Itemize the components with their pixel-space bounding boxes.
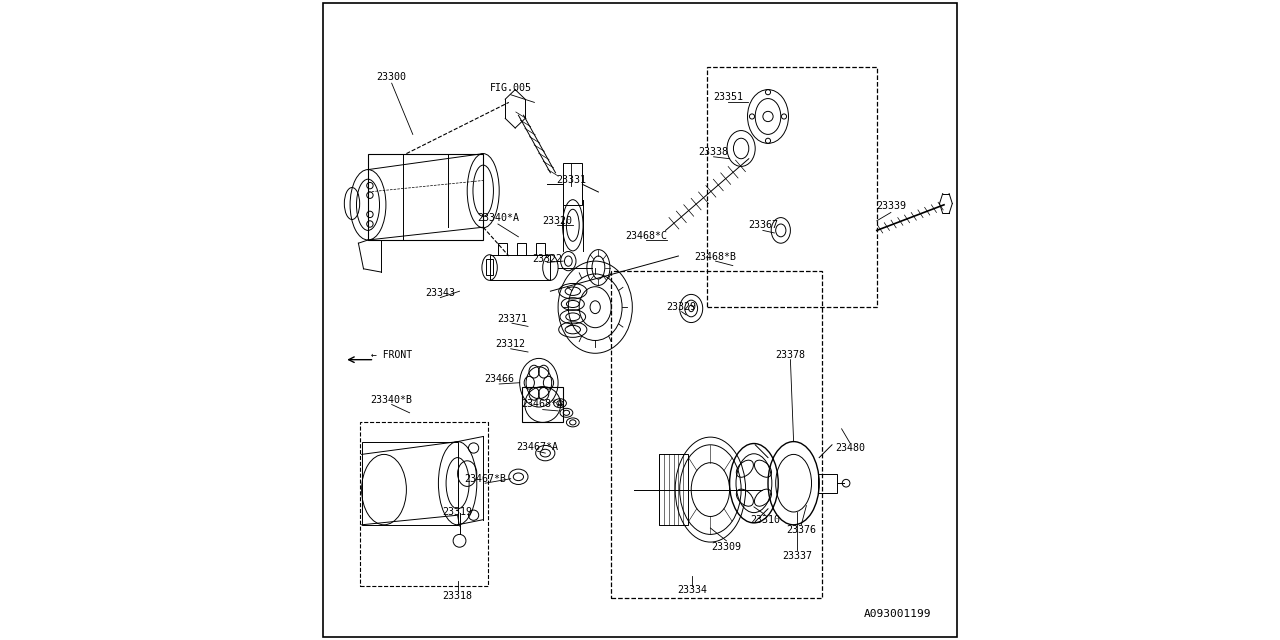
Text: 23371: 23371 xyxy=(497,314,527,324)
Text: 23310: 23310 xyxy=(750,515,780,525)
Bar xyxy=(490,255,550,280)
Text: 23378: 23378 xyxy=(776,350,805,360)
Bar xyxy=(612,271,823,598)
Bar xyxy=(486,259,493,275)
Text: 23468*B: 23468*B xyxy=(695,252,736,262)
Text: 23343: 23343 xyxy=(425,288,456,298)
Text: 23334: 23334 xyxy=(677,585,708,595)
Text: 23318: 23318 xyxy=(443,591,472,602)
Text: 23468*C: 23468*C xyxy=(626,230,667,241)
Text: 23339: 23339 xyxy=(876,201,906,211)
Text: 23312: 23312 xyxy=(495,339,526,349)
Text: 23466: 23466 xyxy=(484,374,515,384)
Bar xyxy=(563,163,582,205)
Text: 23320: 23320 xyxy=(541,216,572,226)
Text: 23309: 23309 xyxy=(712,542,741,552)
Text: 23376: 23376 xyxy=(786,525,817,535)
Text: 23319: 23319 xyxy=(443,507,472,517)
Bar xyxy=(369,154,484,240)
Text: 23480: 23480 xyxy=(835,443,865,453)
Text: A093001199: A093001199 xyxy=(864,609,932,620)
Text: 23367: 23367 xyxy=(748,220,778,230)
Text: 23329: 23329 xyxy=(667,302,696,312)
Bar xyxy=(498,243,507,255)
Bar xyxy=(536,243,545,255)
Text: 23337: 23337 xyxy=(782,550,812,561)
Text: 23340*B: 23340*B xyxy=(371,395,412,405)
Bar xyxy=(659,454,689,525)
Text: 23300: 23300 xyxy=(376,72,407,82)
Bar xyxy=(818,474,837,493)
Text: 23331: 23331 xyxy=(556,175,586,186)
Bar xyxy=(362,442,458,525)
Text: ← FRONT: ← FRONT xyxy=(371,350,412,360)
Bar xyxy=(360,422,488,586)
Text: 23467*A: 23467*A xyxy=(517,442,558,452)
Bar xyxy=(517,243,526,255)
Text: 23340*A: 23340*A xyxy=(477,212,518,223)
Text: 23338: 23338 xyxy=(699,147,728,157)
Bar xyxy=(522,387,563,422)
Text: 23467*B: 23467*B xyxy=(465,474,506,484)
Text: 23351: 23351 xyxy=(713,92,744,102)
Text: 23468*A: 23468*A xyxy=(522,399,563,410)
Text: FIG.005: FIG.005 xyxy=(490,83,531,93)
Bar xyxy=(708,67,877,307)
Text: 23322: 23322 xyxy=(532,254,562,264)
